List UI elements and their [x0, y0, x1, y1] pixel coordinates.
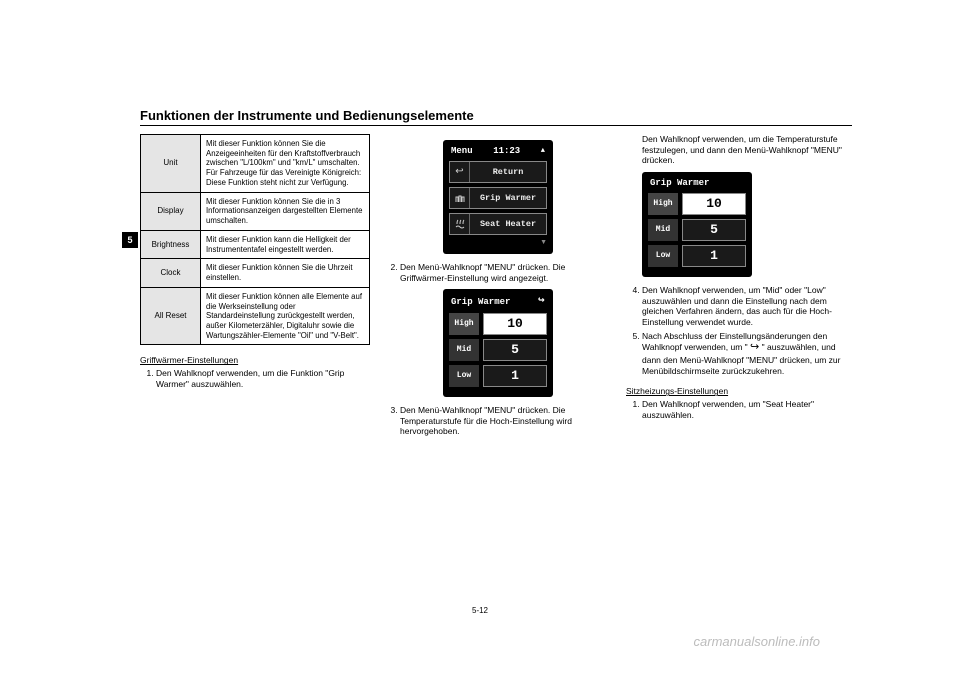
- return-icon: ↩: [450, 162, 470, 182]
- level-value: 5: [682, 219, 746, 241]
- step-item: Nach Abschluss der Einstellungsänderunge…: [642, 331, 854, 377]
- up-triangle-icon: ▲: [541, 147, 545, 156]
- row-desc: Mit dieser Funktion können Sie die Uhrze…: [201, 259, 370, 287]
- warmer-row-high: High 10: [648, 193, 746, 215]
- menu-label: Menu: [451, 146, 473, 157]
- page-title: Funktionen der Instrumente und Bedienung…: [140, 108, 852, 126]
- menu-header: Menu 11:23 ▲: [449, 146, 547, 161]
- grip-warmer-screen: Grip Warmer ↩ High 10 Mid 5 Low 1: [443, 289, 553, 397]
- step-item: Den Wahlknopf verwenden, um die Funktion…: [156, 368, 370, 389]
- row-desc: Mit dieser Funktion können Sie die Anzei…: [201, 135, 370, 193]
- steps-list: Den Wahlknopf verwenden, um "Seat Heater…: [626, 399, 854, 420]
- warmer-header: Grip Warmer ↩: [449, 295, 547, 313]
- step-item: Den Wahlknopf verwenden, um "Seat Heater…: [642, 399, 854, 420]
- table-row: Clock Mit dieser Funktion können Sie die…: [141, 259, 370, 287]
- row-label: Clock: [141, 259, 201, 287]
- subheading-seat: Sitzheizungs-Einstellungen: [626, 386, 854, 397]
- menu-item-label: Grip Warmer: [470, 193, 546, 204]
- features-table: Unit Mit dieser Funktion können Sie die …: [140, 134, 370, 345]
- down-triangle-icon: ▼: [449, 239, 547, 248]
- table-row: Brightness Mit dieser Funktion kann die …: [141, 230, 370, 258]
- page-content: Funktionen der Instrumente und Bedienung…: [140, 108, 852, 614]
- step-item: Den Menü-Wahlknopf "MENU" drücken. Die G…: [400, 262, 612, 283]
- level-value: 5: [483, 339, 547, 361]
- steps-list: Den Menü-Wahlknopf "MENU" drücken. Die T…: [384, 405, 612, 437]
- back-icon: ↩: [538, 295, 545, 309]
- warmer-title: Grip Warmer: [650, 178, 709, 189]
- row-desc: Mit dieser Funktion kann die Helligkeit …: [201, 230, 370, 258]
- level-value: 1: [682, 245, 746, 267]
- row-label: All Reset: [141, 287, 201, 345]
- steps-list: Den Wahlknopf verwenden, um die Funktion…: [140, 368, 370, 389]
- column-2: Menu 11:23 ▲ ↩ Return Grip Warmer: [384, 134, 612, 440]
- grip-warmer-screen-2: Grip Warmer High 10 Mid 5 Low 1: [642, 172, 752, 277]
- step-item: Den Menü-Wahlknopf "MENU" drücken. Die T…: [400, 405, 612, 437]
- menu-item-return: ↩ Return: [449, 161, 547, 183]
- subheading-grip: Griffwärmer-Einstellungen: [140, 355, 370, 366]
- table-row: Display Mit dieser Funktion können Sie d…: [141, 192, 370, 230]
- warmer-row-low: Low 1: [449, 365, 547, 387]
- level-label: High: [449, 313, 479, 335]
- row-desc: Mit dieser Funktion können alle Elemente…: [201, 287, 370, 345]
- level-label: High: [648, 193, 678, 215]
- row-label: Unit: [141, 135, 201, 193]
- watermark: carmanualsonline.info: [694, 634, 820, 649]
- seat-icon: [450, 214, 470, 234]
- level-value: 1: [483, 365, 547, 387]
- menu-item-label: Return: [470, 167, 546, 178]
- menu-item-label: Seat Heater: [470, 219, 546, 230]
- intro-text: Den Wahlknopf verwenden, um die Temperat…: [626, 134, 854, 166]
- table-row: All Reset Mit dieser Funktion können all…: [141, 287, 370, 345]
- warmer-header: Grip Warmer: [648, 178, 746, 193]
- row-label: Brightness: [141, 230, 201, 258]
- back-icon-inline: ↩: [750, 341, 759, 355]
- level-value: 10: [682, 193, 746, 215]
- level-value: 10: [483, 313, 547, 335]
- level-label: Mid: [648, 219, 678, 241]
- column-1: Unit Mit dieser Funktion können Sie die …: [140, 134, 370, 440]
- grip-icon: [450, 188, 470, 208]
- row-desc: Mit dieser Funktion können Sie die in 3 …: [201, 192, 370, 230]
- warmer-row-mid: Mid 5: [648, 219, 746, 241]
- column-3: Den Wahlknopf verwenden, um die Temperat…: [626, 134, 854, 440]
- chapter-tab: 5: [122, 232, 138, 248]
- menu-screen: Menu 11:23 ▲ ↩ Return Grip Warmer: [443, 140, 553, 254]
- menu-item-grip: Grip Warmer: [449, 187, 547, 209]
- table-row: Unit Mit dieser Funktion können Sie die …: [141, 135, 370, 193]
- warmer-row-mid: Mid 5: [449, 339, 547, 361]
- warmer-row-low: Low 1: [648, 245, 746, 267]
- step-item: Den Wahlknopf verwenden, um "Mid" oder "…: [642, 285, 854, 328]
- menu-clock: 11:23: [493, 146, 520, 157]
- menu-item-seat: Seat Heater: [449, 213, 547, 235]
- steps-list: Den Menü-Wahlknopf "MENU" drücken. Die G…: [384, 262, 612, 283]
- level-label: Mid: [449, 339, 479, 361]
- row-label: Display: [141, 192, 201, 230]
- warmer-row-high: High 10: [449, 313, 547, 335]
- level-label: Low: [648, 245, 678, 267]
- level-label: Low: [449, 365, 479, 387]
- warmer-title: Grip Warmer: [451, 297, 510, 308]
- page-number: 5-12: [472, 606, 488, 615]
- steps-list: Den Wahlknopf verwenden, um "Mid" oder "…: [626, 285, 854, 376]
- columns: Unit Mit dieser Funktion können Sie die …: [140, 134, 852, 440]
